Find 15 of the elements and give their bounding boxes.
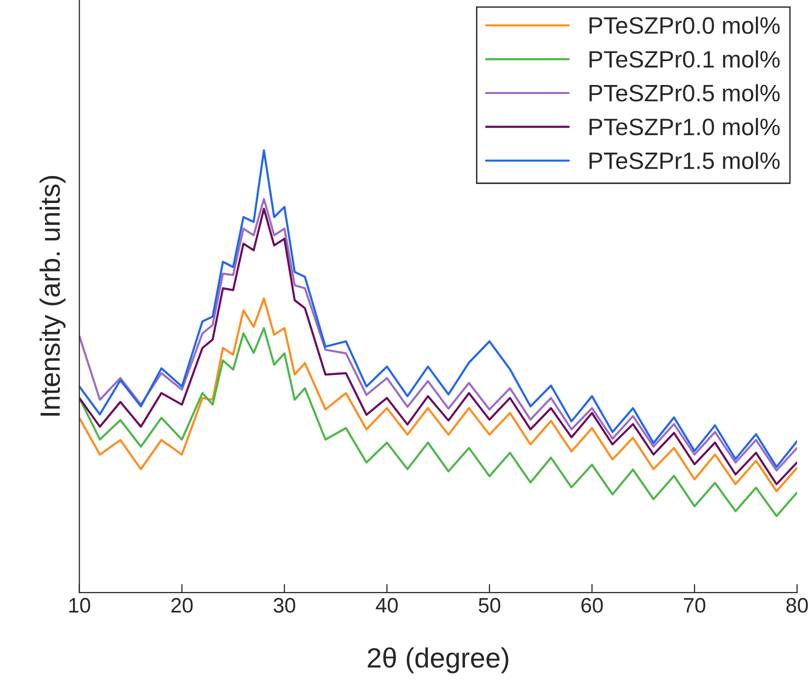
x-tick-label: 10	[69, 598, 90, 613]
x-tick-label: 40	[376, 598, 398, 613]
legend-label: PTeSZPr1.0 mol%	[590, 118, 780, 136]
legend-label: PTeSZPr0.5 mol%	[590, 84, 780, 102]
x-tick-label: 80	[786, 598, 808, 613]
legend-label: PTeSZPr0.0 mol%	[590, 16, 780, 34]
x-axis-title: 2θ (degree)	[368, 647, 508, 674]
x-tick-label: 20	[171, 598, 193, 613]
y-axis-title: Intensity (arb. units)	[40, 176, 66, 416]
x-tick-label: 60	[581, 598, 603, 613]
legend-label: PTeSZPr1.5 mol%	[590, 152, 780, 170]
legend-label: PTeSZPr0.1 mol%	[590, 50, 780, 68]
x-tick-label: 50	[478, 598, 500, 613]
x-tick-label: 70	[684, 598, 706, 613]
x-tick-label: 30	[274, 598, 296, 613]
